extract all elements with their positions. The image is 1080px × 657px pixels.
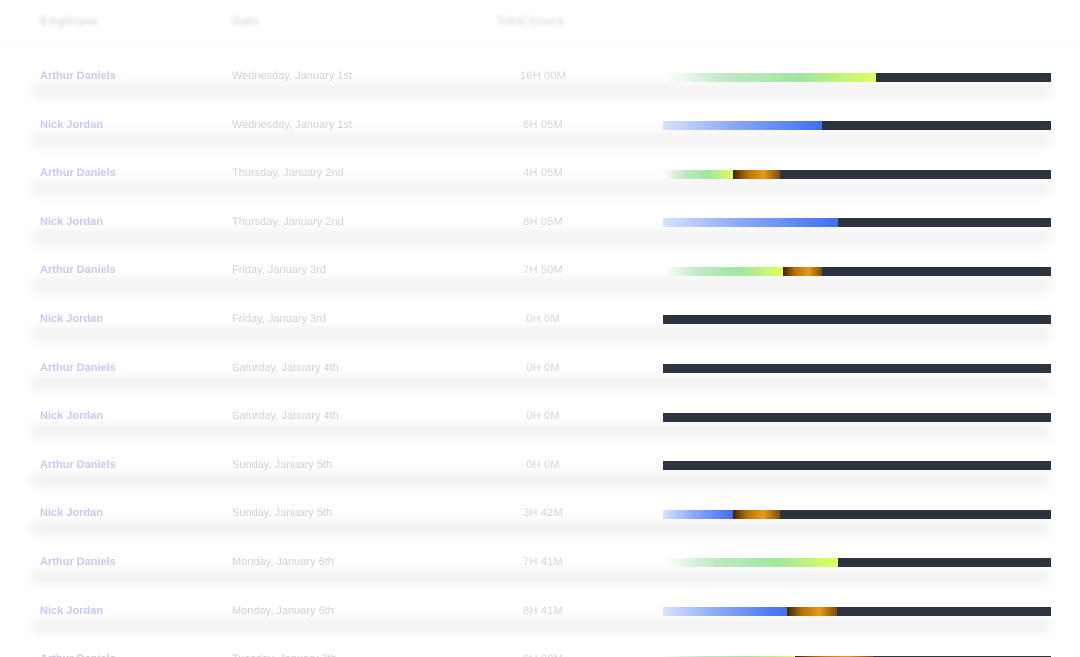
worked-segment [663,509,733,519]
idle-segment [733,509,780,519]
header-total-hours[interactable]: Total hours [497,14,564,28]
row-date: Tuesday, January 7th [232,653,337,657]
employee-name[interactable]: Arthur Daniels [40,167,116,180]
timesheet-table-body: Arthur Daniels Wednesday, January 1st 16H … [0,52,1080,657]
table-row[interactable]: Arthur Daniels Tuesday, January 7th 9H 00M [0,635,1080,657]
row-date: Sunday, January 5th [232,458,333,471]
worked-segment [663,218,838,228]
table-row[interactable]: Nick Jordan Sunday, January 5th 3H 42M [0,489,1080,538]
employee-name[interactable]: Arthur Daniels [40,70,116,82]
employee-name[interactable]: Nick Jordan [40,312,103,325]
employee-name[interactable]: Nick Jordan [40,410,103,423]
worked-segment [663,169,733,179]
worked-segment [663,655,795,657]
row-duration: 0H 0M [526,410,560,423]
hours-progress-bar[interactable] [663,558,1051,568]
row-shadow [30,521,1052,536]
header-date[interactable]: Date [232,14,259,28]
worked-segment [663,121,822,131]
row-shadow [30,229,1052,244]
employee-name[interactable]: Nick Jordan [40,118,103,131]
idle-segment [787,607,837,617]
table-row[interactable]: Arthur Daniels Sunday, January 5th 0H 0M [0,441,1080,490]
employee-name[interactable]: Arthur Daniels [40,264,116,277]
hours-progress-bar[interactable] [663,266,1051,276]
employee-name[interactable]: Arthur Daniels [40,361,116,374]
employee-name[interactable]: Nick Jordan [40,604,103,617]
table-row[interactable]: Arthur Daniels Thursday, January 2nd 4H 05… [0,149,1080,198]
hours-progress-bar[interactable] [663,412,1051,422]
idle-segment [733,169,780,179]
row-duration: 7H 50M [523,264,563,277]
employee-name[interactable]: Arthur Daniels [40,653,116,657]
row-duration: 6H 05M [523,118,563,131]
row-duration: 7H 41M [523,555,563,568]
row-date: Thursday, January 2nd [232,215,344,228]
row-duration: 0H 0M [526,361,560,374]
idle-segment [795,655,873,657]
row-duration: 0H 0M [526,458,560,471]
row-duration: 4H 05M [523,167,563,180]
row-date: Monday, January 6th [232,555,334,568]
row-date: Saturday, January 4th [232,361,339,374]
row-date: Saturday, January 4th [232,410,339,423]
hours-progress-bar[interactable] [663,121,1051,131]
hours-progress-bar[interactable] [663,655,1051,657]
row-date: Wednesday, January 1st [232,118,353,131]
worked-segment [663,266,783,276]
row-duration: 8H 05M [523,215,563,228]
hours-progress-bar[interactable] [663,72,1051,82]
hours-progress-bar[interactable] [663,169,1051,179]
row-shadow [30,132,1052,147]
hours-progress-bar[interactable] [663,315,1051,325]
hours-progress-bar[interactable] [663,607,1051,617]
worked-segment [663,72,876,82]
table-row[interactable]: Arthur Daniels Saturday, January 4th 0H 0M [0,344,1080,393]
row-date: Friday, January 3rd [232,312,326,325]
table-row[interactable]: Nick Jordan Saturday, January 4th 0H 0M [0,392,1080,441]
row-shadow [30,569,1052,584]
table-row[interactable]: Nick Jordan Friday, January 3rd 0H 0M [0,295,1080,344]
row-duration: 0H 0M [526,312,560,325]
row-shadow [30,618,1052,633]
row-duration: 9H 00M [505,653,581,657]
row-shadow [30,424,1052,439]
table-row[interactable]: Nick Jordan Wednesday, January 1st 6H 05M [0,101,1080,150]
row-shadow [30,375,1052,390]
table-row[interactable]: Arthur Daniels Wednesday, January 1st 16H … [0,52,1080,101]
employee-name[interactable]: Arthur Daniels [40,555,116,568]
employee-name[interactable]: Arthur Daniels [40,458,116,471]
worked-segment [663,558,838,568]
employee-name[interactable]: Nick Jordan [40,507,103,520]
row-shadow [30,278,1052,293]
row-shadow [30,326,1052,341]
row-date: Wednesday, January 1st [232,70,353,82]
worked-segment [663,607,787,617]
row-date: Sunday, January 5th [232,507,333,520]
row-date: Thursday, January 2nd [232,167,344,180]
row-date: Friday, January 3rd [232,264,326,277]
table-row[interactable]: Nick Jordan Thursday, January 2nd 8H 05M [0,198,1080,247]
hours-progress-bar[interactable] [663,509,1051,519]
row-duration: 3H 42M [523,507,563,520]
table-header: Employee Date Total hours [0,0,1080,45]
employee-name[interactable]: Nick Jordan [40,215,103,228]
hours-progress-bar[interactable] [663,364,1051,374]
idle-segment [783,266,822,276]
table-row[interactable]: Nick Jordan Monday, January 6th 8H 41M [0,587,1080,636]
row-duration: 16H 00M [519,70,567,82]
table-row[interactable]: Arthur Daniels Monday, January 6th 7H 41M [0,538,1080,587]
row-shadow [30,472,1052,487]
row-shadow [30,84,1052,98]
row-date: Monday, January 6th [232,604,334,617]
row-duration: 8H 41M [523,604,563,617]
hours-progress-bar[interactable] [663,461,1051,471]
header-employee[interactable]: Employee [40,14,99,28]
hours-progress-bar[interactable] [663,218,1051,228]
table-row[interactable]: Arthur Daniels Friday, January 3rd 7H 50M [0,246,1080,295]
row-shadow [30,181,1052,196]
